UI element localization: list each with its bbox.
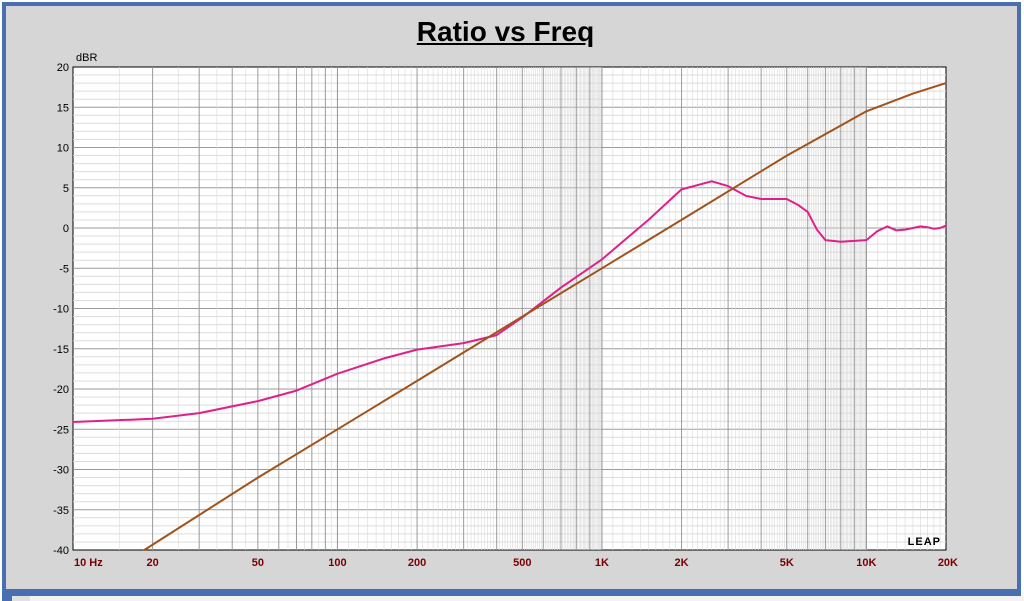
- y-tick-label: 5: [63, 183, 69, 195]
- x-tick-label: 50: [252, 557, 264, 569]
- y-tick-label: 20: [57, 62, 69, 74]
- y-axis-unit-label: dBR: [76, 52, 97, 64]
- x-tick-labels: 10 Hz 20 50 100 200 500 1K 2K 5K 10K 20K: [74, 557, 958, 569]
- x-tick-label: 2K: [675, 557, 689, 569]
- x-tick-label: 200: [408, 557, 426, 569]
- y-tick-label: -5: [59, 263, 69, 275]
- x-tick-label: 1K: [595, 557, 609, 569]
- x-tick-label: 20: [146, 557, 158, 569]
- y-tick-label: -40: [53, 545, 69, 557]
- y-tick-label: -30: [53, 465, 69, 477]
- y-tick-label: -20: [53, 384, 69, 396]
- y-tick-label: 15: [57, 102, 69, 114]
- y-tick-label: -35: [53, 505, 69, 517]
- y-tick-label: 10: [57, 143, 69, 155]
- x-tick-label: 500: [513, 557, 531, 569]
- grid-lines: [73, 67, 946, 550]
- y-tick-label: -10: [53, 304, 69, 316]
- y-tick-labels: 20 15 10 5 0 -5 -10 -15 -20 -25 -30 -35 -40: [53, 62, 69, 557]
- status-bar: [12, 596, 1024, 601]
- x-tick-label: 5K: [780, 557, 794, 569]
- x-tick-label: 100: [328, 557, 346, 569]
- series-line-1: [72, 180, 947, 423]
- y-tick-label: 0: [63, 223, 69, 235]
- series-lines: [72, 82, 947, 551]
- window-bottom-strip: [2, 593, 1024, 601]
- leap-logo: LEAP: [908, 536, 941, 548]
- y-tick-label: -15: [53, 344, 69, 356]
- y-tick-label: -25: [53, 424, 69, 436]
- x-tick-label: 10 Hz: [74, 557, 103, 569]
- x-tick-label: 20K: [938, 557, 958, 569]
- chart-title: Ratio vs Freq: [416, 16, 595, 47]
- x-tick-label: 10K: [856, 557, 876, 569]
- series-line-2: [143, 82, 947, 551]
